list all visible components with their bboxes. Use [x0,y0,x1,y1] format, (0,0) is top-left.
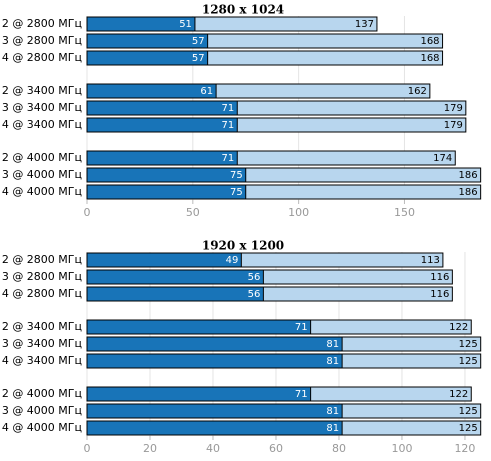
category-label: x 4 @ 2800 МГц [0,51,82,64]
value-label: 113 [421,255,440,266]
value-label: 137 [355,19,374,30]
category-label: x 4 @ 4000 МГц [0,185,82,198]
bar [86,386,312,402]
bar [86,150,238,166]
value-label: 71 [295,322,308,333]
bar [86,286,264,302]
chart-title: 1280 x 1024 [202,3,284,17]
category-label: x 2 @ 2800 МГц [0,253,82,266]
category-label: x 3 @ 2800 МГц [0,34,82,47]
category-label: x 3 @ 2800 МГц [0,270,82,283]
value-label: 162 [408,86,427,97]
bar [86,16,196,32]
value-label: 186 [459,187,478,198]
category-label: x 4 @ 3400 МГц [0,118,82,131]
bar [86,319,312,335]
value-label: 71 [222,120,235,131]
x-tick-label: 60 [269,442,283,455]
x-tick-label: 100 [391,442,412,455]
category-label: x 2 @ 2800 МГц [0,17,82,30]
bar [86,184,247,200]
category-label: x 2 @ 4000 МГц [0,387,82,400]
value-label: 75 [230,170,243,181]
value-label: 71 [222,103,235,114]
value-label: 116 [430,289,449,300]
value-label: 125 [459,356,478,367]
value-label: 125 [459,339,478,350]
value-label: 56 [248,289,261,300]
value-label: 49 [226,255,239,266]
category-label: x 2 @ 3400 МГц [0,320,82,333]
value-label: 122 [449,389,468,400]
value-label: 81 [326,406,339,417]
value-label: 174 [433,153,452,164]
bar [86,33,209,49]
value-label: 116 [430,272,449,283]
value-label: 81 [326,356,339,367]
value-label: 186 [459,170,478,181]
x-tick-label: 120 [454,442,475,455]
x-tick-label: 150 [394,206,415,219]
value-label: 125 [459,406,478,417]
category-label: x 4 @ 3400 МГц [0,354,82,367]
category-label: x 2 @ 3400 МГц [0,84,82,97]
value-label: 81 [326,423,339,434]
value-label: 57 [192,36,205,47]
value-label: 61 [200,86,213,97]
x-tick-label: 20 [143,442,157,455]
category-label: x 3 @ 4000 МГц [0,404,82,417]
bar [86,403,343,419]
category-label: x 2 @ 4000 МГц [0,151,82,164]
value-label: 51 [179,19,192,30]
bar [86,269,264,285]
value-label: 179 [444,103,463,114]
value-label: 56 [248,272,261,283]
category-label: x 4 @ 4000 МГц [0,421,82,434]
bar [86,100,238,116]
x-tick-label: 100 [288,206,309,219]
bar [86,167,247,183]
x-tick-label: 0 [84,206,91,219]
value-label: 125 [459,423,478,434]
value-label: 168 [420,36,439,47]
category-label: x 3 @ 4000 МГц [0,168,82,181]
value-label: 122 [449,322,468,333]
chart-title: 1920 x 1200 [202,239,284,253]
x-tick-label: 40 [206,442,220,455]
x-tick-label: 80 [332,442,346,455]
x-tick-label: 0 [84,442,91,455]
value-label: 81 [326,339,339,350]
category-label: x 3 @ 3400 МГц [0,101,82,114]
bar [86,353,343,369]
bar [86,252,242,268]
bar [86,83,217,99]
category-label: x 4 @ 2800 МГц [0,287,82,300]
bar [86,117,238,133]
bar [86,336,343,352]
bar [86,420,343,436]
value-label: 75 [230,187,243,198]
value-label: 71 [295,389,308,400]
value-label: 179 [444,120,463,131]
x-tick-label: 50 [186,206,200,219]
value-label: 57 [192,53,205,64]
category-label: x 3 @ 3400 МГц [0,337,82,350]
bar [86,50,209,66]
value-label: 168 [420,53,439,64]
value-label: 71 [222,153,235,164]
